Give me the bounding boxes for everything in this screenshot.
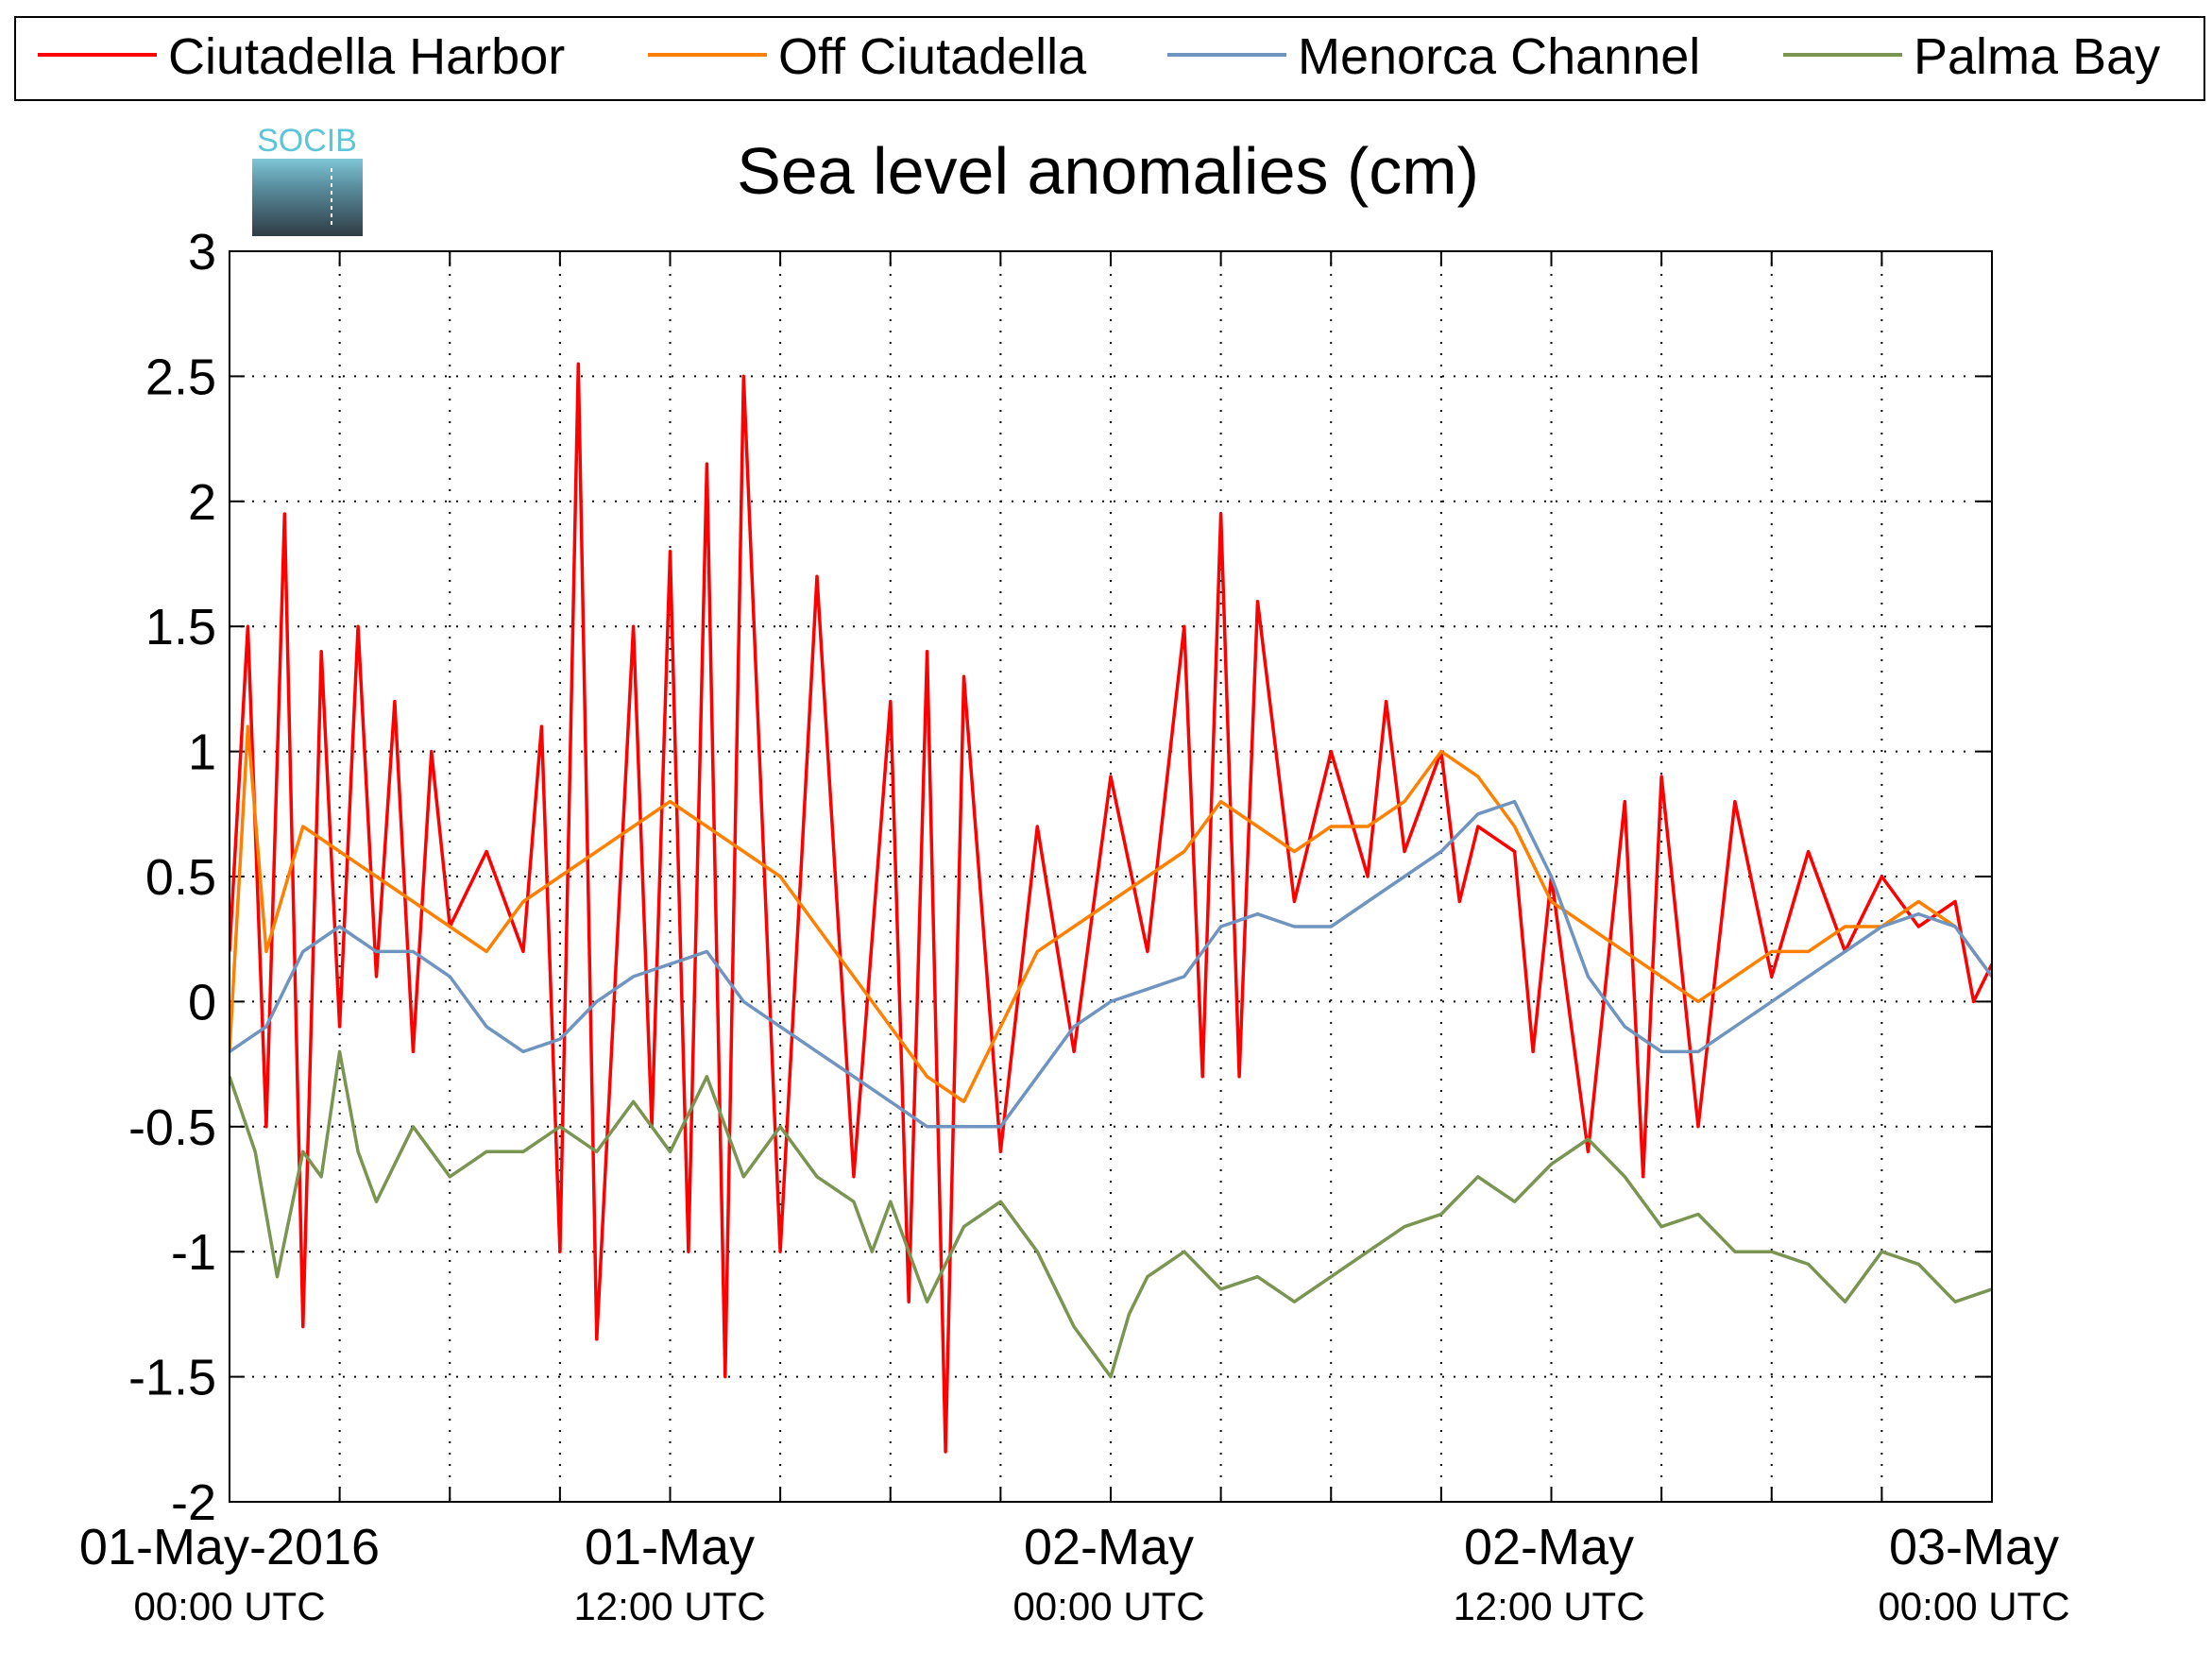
series-line-off-ciutadella [230, 724, 1992, 1104]
legend-box [14, 16, 2205, 101]
y-axis-tick-labels: -2 -1.5 -1 -0.5 0 0.5 1 1.5 2 2.5 3 [128, 224, 216, 1531]
legend: Ciutadella Harbor Off Ciutadella Menorca C… [14, 16, 2205, 101]
socib-logo: SOCIB [252, 123, 363, 236]
y-tick-label: -2 [171, 1474, 216, 1531]
y-tick-label: 2 [188, 474, 216, 531]
y-tick-label: -0.5 [128, 1099, 216, 1156]
x-tick-label-time: 00:00 UTC [1012, 1584, 1204, 1628]
series-lines [230, 362, 1992, 1454]
y-tick-label: 1 [188, 724, 216, 781]
x-tick-label-time: 12:00 UTC [573, 1584, 765, 1628]
y-tick-label: 1.5 [145, 599, 216, 656]
y-tick-label: 2.5 [145, 349, 216, 405]
y-tick-label: -1.5 [128, 1350, 216, 1406]
x-tick-label-date: 01-May [585, 1519, 755, 1575]
series-line-palma-bay [230, 1049, 1992, 1379]
legend-label-ciutadella-harbor: Ciutadella Harbor [168, 28, 565, 85]
x-tick-label-date: 03-May [1889, 1519, 2059, 1575]
x-tick-label-time: 00:00 UTC [133, 1584, 325, 1628]
plot-frame [229, 250, 1993, 1503]
series-line-menorca-channel [230, 799, 1992, 1129]
legend-label-palma-bay: Palma Bay [1914, 28, 2160, 85]
x-tick-label-date: 02-May [1024, 1519, 1194, 1575]
y-tick-label: -1 [171, 1224, 216, 1281]
y-tick-label: 3 [188, 224, 216, 281]
x-tick-label-time: 00:00 UTC [1878, 1584, 2069, 1628]
y-tick-label: 0.5 [145, 849, 216, 906]
logo-wave-block [252, 159, 363, 236]
x-axis-tick-labels: 01-May-2016 00:00 UTC 01-May 12:00 UTC 02-Ma… [79, 1519, 2070, 1628]
legend-label-off-ciutadella: Off Ciutadella [778, 28, 1087, 85]
x-tick-label-time: 12:00 UTC [1453, 1584, 1644, 1628]
x-tick-label-date: 02-May [1464, 1519, 1634, 1575]
logo-text: SOCIB [257, 123, 357, 159]
x-tick-label-date: 01-May-2016 [79, 1519, 380, 1575]
chart-title: Sea level anomalies (cm) [737, 134, 1479, 208]
legend-label-menorca-channel: Menorca Channel [1298, 28, 1700, 85]
series-line-ciutadella-harbor [230, 362, 1992, 1454]
y-tick-label: 0 [188, 974, 216, 1030]
